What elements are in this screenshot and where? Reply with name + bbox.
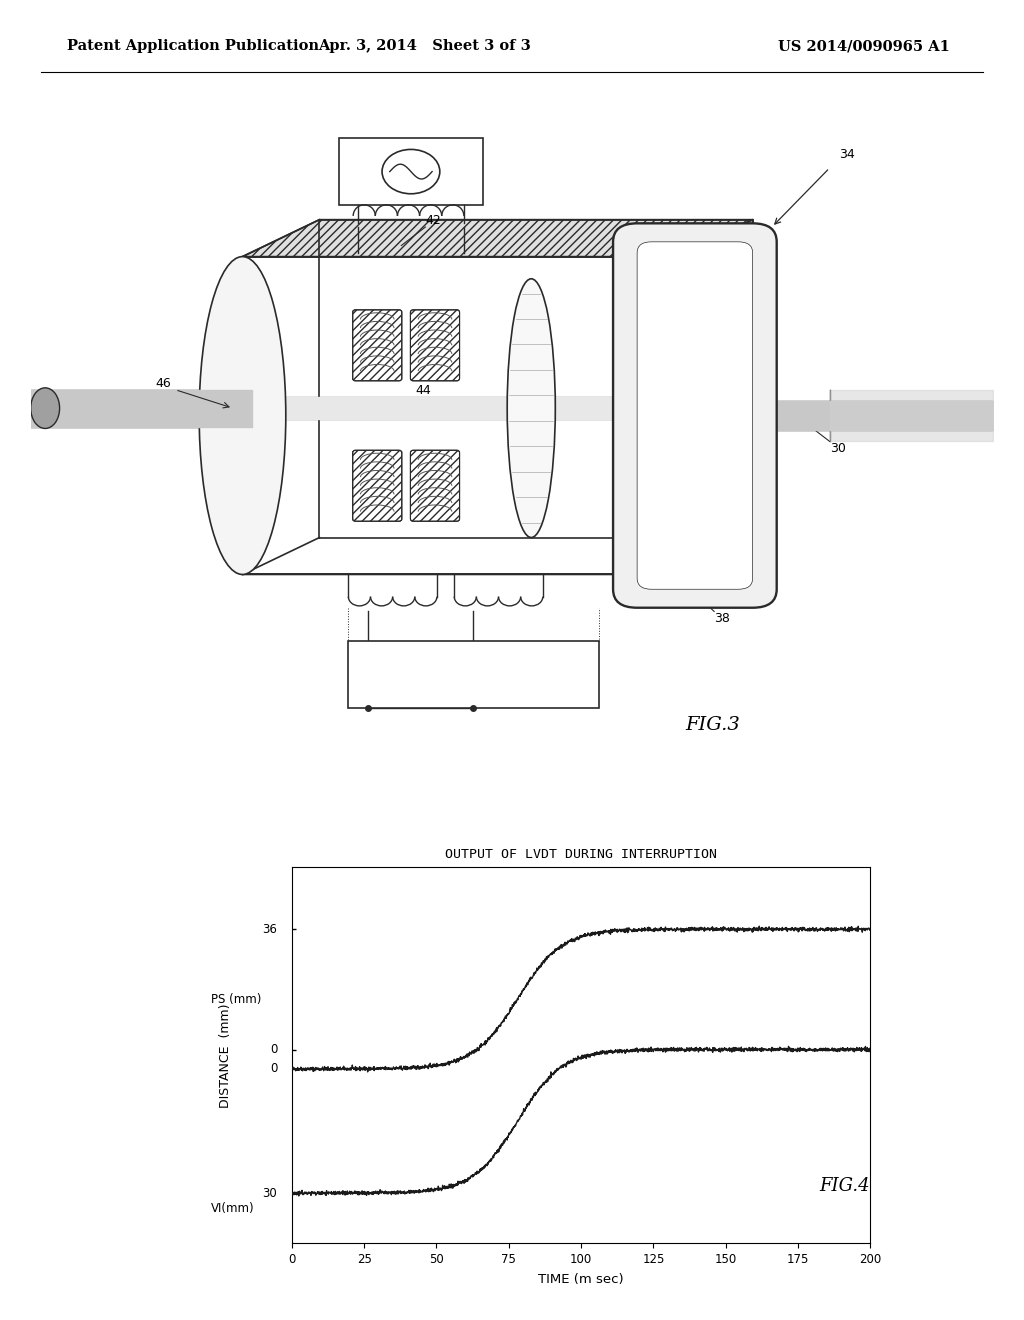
Text: PS (mm): PS (mm) xyxy=(211,993,261,1006)
FancyBboxPatch shape xyxy=(613,223,777,607)
FancyBboxPatch shape xyxy=(348,642,599,708)
Text: Patent Application Publication: Patent Application Publication xyxy=(67,40,318,53)
Text: VI(mm): VI(mm) xyxy=(211,1203,255,1214)
FancyBboxPatch shape xyxy=(352,310,401,380)
FancyBboxPatch shape xyxy=(411,310,460,380)
Ellipse shape xyxy=(31,388,59,429)
Text: 46: 46 xyxy=(156,376,172,389)
X-axis label: TIME (m sec): TIME (m sec) xyxy=(539,1272,624,1286)
FancyBboxPatch shape xyxy=(352,450,401,521)
Ellipse shape xyxy=(199,256,286,574)
Text: 38: 38 xyxy=(714,612,730,626)
Polygon shape xyxy=(243,537,753,574)
Ellipse shape xyxy=(507,279,555,537)
Text: 34: 34 xyxy=(840,148,855,161)
FancyBboxPatch shape xyxy=(411,450,460,521)
Polygon shape xyxy=(243,256,676,574)
Title: OUTPUT OF LVDT DURING INTERRUPTION: OUTPUT OF LVDT DURING INTERRUPTION xyxy=(445,847,717,861)
FancyBboxPatch shape xyxy=(339,139,483,205)
Text: 44: 44 xyxy=(416,384,431,397)
Polygon shape xyxy=(243,219,753,256)
Polygon shape xyxy=(676,219,753,574)
Text: 30: 30 xyxy=(829,442,846,455)
Text: US 2014/0090965 A1: US 2014/0090965 A1 xyxy=(778,40,950,53)
Text: 40: 40 xyxy=(512,362,528,375)
Text: 0: 0 xyxy=(270,1063,278,1076)
Text: FIG.4: FIG.4 xyxy=(819,1176,869,1195)
Text: 0: 0 xyxy=(270,1043,278,1056)
Text: 42: 42 xyxy=(425,214,441,227)
Ellipse shape xyxy=(382,149,440,194)
Text: DISTANCE  (mm): DISTANCE (mm) xyxy=(219,1003,231,1109)
FancyBboxPatch shape xyxy=(637,242,753,589)
Text: FIG.3: FIG.3 xyxy=(685,715,740,734)
Text: Apr. 3, 2014   Sheet 3 of 3: Apr. 3, 2014 Sheet 3 of 3 xyxy=(318,40,531,53)
Text: 30: 30 xyxy=(262,1187,278,1200)
Text: 36: 36 xyxy=(262,923,278,936)
Polygon shape xyxy=(319,219,753,537)
